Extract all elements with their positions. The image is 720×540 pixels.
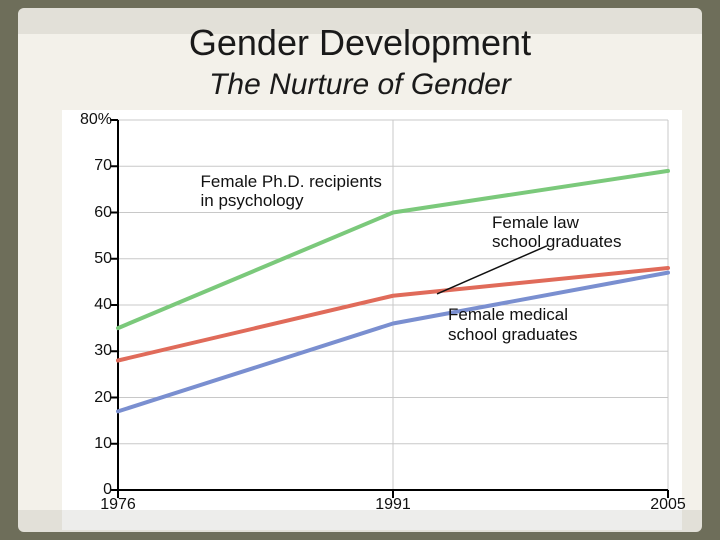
slide-title: Gender Development: [18, 22, 702, 64]
series-label-med: Female medicalschool graduates: [448, 305, 577, 344]
chart-card: 01020304050607080%197619912005Female Ph.…: [62, 110, 682, 530]
x-axis-tick-label: 2005: [650, 496, 686, 514]
x-axis-tick-label: 1991: [375, 496, 411, 514]
y-axis-tick-label: 80%: [80, 111, 112, 129]
y-axis-tick-label: 10: [94, 435, 112, 453]
y-axis-tick-label: 40: [94, 296, 112, 314]
chart-plot-area: 01020304050607080%197619912005Female Ph.…: [118, 120, 668, 490]
y-axis-tick-label: 50: [94, 250, 112, 268]
series-label-phd: Female Ph.D. recipientsin psychology: [201, 172, 382, 211]
y-axis-tick-label: 30: [94, 342, 112, 360]
y-axis-tick-label: 60: [94, 204, 112, 222]
x-axis-tick-label: 1976: [100, 496, 136, 514]
y-axis-tick-label: 70: [94, 157, 112, 175]
paper-panel: Gender Development The Nurture of Gender…: [18, 8, 702, 532]
series-label-law: Female lawschool graduates: [492, 213, 621, 252]
slide-background: Gender Development The Nurture of Gender…: [0, 0, 720, 540]
y-axis-tick-label: 20: [94, 389, 112, 407]
slide-subtitle: The Nurture of Gender: [18, 68, 702, 102]
